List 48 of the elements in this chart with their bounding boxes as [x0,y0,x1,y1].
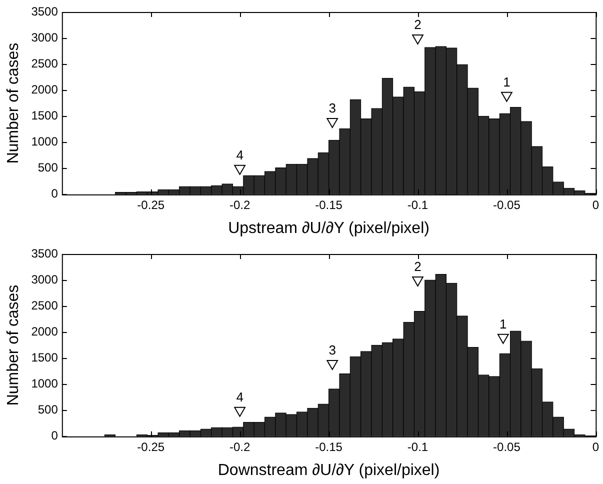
point [326,360,338,370]
y-tick-label: 1500 [31,108,58,123]
x-tick-label: -0.2 [229,198,250,212]
x-tick-label: -0.25 [137,440,165,454]
point [234,406,246,417]
y-tick-label: 0 [51,428,58,443]
series-label: 4 [236,389,244,404]
y-tick-label: 2500 [31,56,58,70]
y-tick-label: 1500 [31,350,58,365]
y-tick-label: 3500 [31,246,58,260]
series-label: 1 [503,74,510,90]
x-tick-label: 0 [592,198,600,212]
point [497,334,509,344]
y-tick-label: 500 [38,160,58,175]
y-tick-label: 0 [51,186,58,201]
legend-label: 2 [414,259,422,274]
y-tick-label: 2500 [31,298,58,312]
series-label: 3 [328,100,336,116]
x-axis-title: Downstream ∂U/∂Y (pixel/pixel) [218,462,440,479]
y-tick-label: 1000 [31,376,58,391]
x-tick-label: -0.25 [137,198,165,212]
x-tick-label: -0.2 [229,440,250,454]
x-tick-label: -0.05 [493,440,521,454]
y-axis-title: Number of cases [5,42,22,164]
point [326,118,338,128]
point [412,276,424,287]
y-tick-label: 3000 [31,272,58,286]
y-tick-label: 3500 [31,4,58,18]
point [234,164,246,175]
x-tick-label: -0.15 [315,440,343,454]
y-tick-label: 2000 [31,82,58,96]
x-axis-title: Upstream ∂U/∂Y (pixel/pixel) [228,220,430,237]
point [412,34,424,45]
x-tick-label: -0.1 [407,198,428,212]
point [501,92,512,102]
series-label: 3 [328,342,336,358]
x-tick-label: -0.05 [493,198,521,212]
y-tick-label: 500 [38,402,58,417]
x-tick-label: 0 [592,440,600,454]
y-axis-title: Number of cases [5,284,22,406]
series-label: 4 [236,147,244,162]
legend-label: 2 [414,17,422,32]
x-tick-label: -0.1 [407,440,428,454]
y-tick-label: 1000 [31,134,58,149]
y-tick-label: 3000 [31,30,58,44]
x-tick-label: -0.15 [315,198,343,212]
y-tick-label: 2000 [31,324,58,338]
series-label: 1 [500,316,507,332]
